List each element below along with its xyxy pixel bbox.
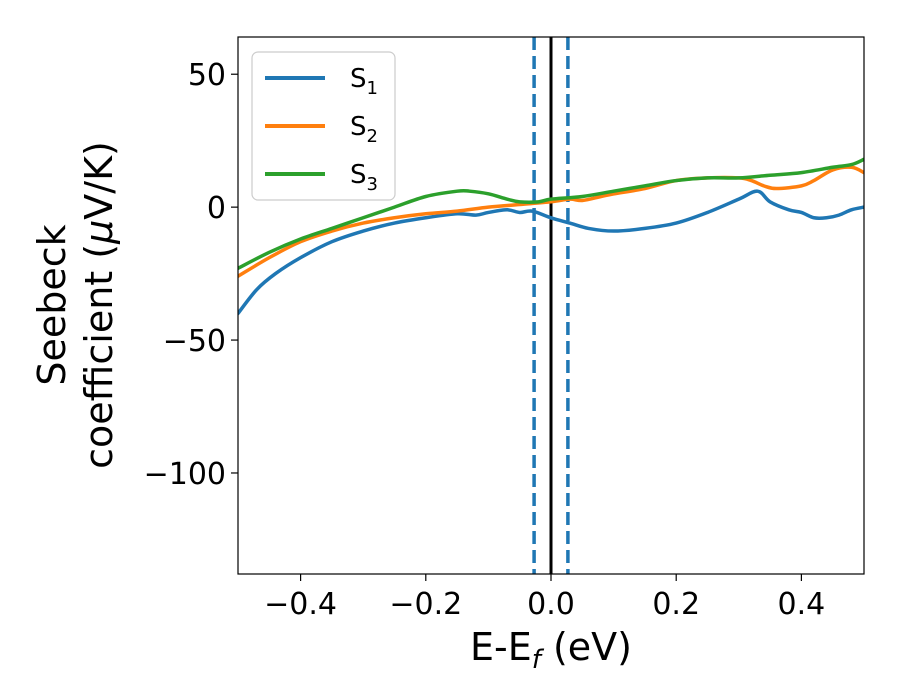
x-tick-label: −0.4 (264, 587, 337, 622)
series-line-s2 (238, 165, 864, 279)
legend: S1 S2 S3 (251, 51, 396, 201)
x-axis-label: E-Ef (eV) (470, 625, 632, 675)
x-tick-label: 0.4 (778, 587, 826, 622)
y-axis: 50 0 −50 −100 (144, 58, 238, 492)
legend-label-s3: S3 (350, 160, 378, 195)
series-line-s3 (238, 157, 864, 271)
x-tick-label: 0.0 (527, 587, 575, 622)
y-tick-label: 50 (188, 58, 226, 93)
y-axis-label: Seebeck (30, 224, 74, 385)
vertical-lines (532, 37, 570, 574)
y-tick-label: 0 (207, 191, 226, 226)
x-tick-label: −0.2 (389, 587, 462, 622)
series-line-s1 (238, 189, 864, 316)
y-tick-label: −50 (163, 324, 226, 359)
legend-label-s1: S1 (350, 64, 378, 99)
series-lines (238, 157, 864, 316)
x-tick-label: 0.2 (652, 587, 700, 622)
y-axis-label-line2: coefficient (μV/K) (77, 141, 121, 469)
x-axis: −0.4 −0.2 0.0 0.2 0.4 (264, 574, 825, 622)
y-tick-label: −100 (144, 457, 226, 492)
legend-label-s2: S2 (350, 112, 378, 147)
